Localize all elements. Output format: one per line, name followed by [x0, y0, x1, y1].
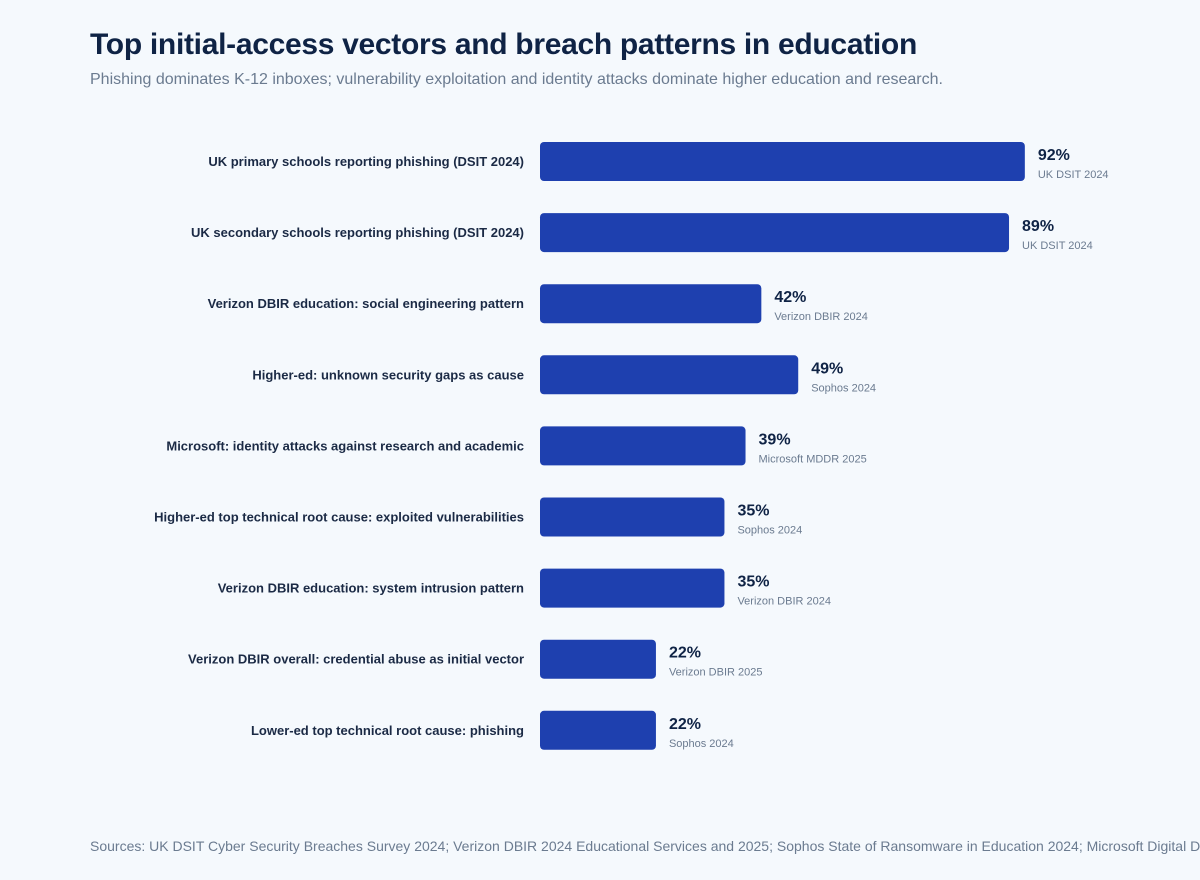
category-label: Verizon DBIR overall: credential abuse a…: [188, 652, 524, 667]
category-label: Higher-ed top technical root cause: expl…: [154, 510, 524, 525]
category-label: Lower-ed top technical root cause: phish…: [251, 723, 524, 738]
value-label: 35%: [737, 574, 769, 591]
source-label: Sophos 2024: [737, 525, 802, 537]
value-label: 42%: [774, 289, 806, 306]
source-label: Verizon DBIR 2025: [669, 667, 763, 679]
category-label: Higher-ed: unknown security gaps as caus…: [252, 367, 524, 382]
category-label: Verizon DBIR education: system intrusion…: [218, 581, 524, 596]
bar: [540, 568, 725, 608]
value-label: 22%: [669, 645, 701, 662]
bar: [540, 284, 762, 324]
bar: [540, 213, 1010, 253]
source-label: Sophos 2024: [669, 738, 734, 750]
source-label: Microsoft MDDR 2025: [759, 453, 867, 465]
source-label: Sophos 2024: [811, 382, 876, 394]
chart-subtitle: Phishing dominates K-12 inboxes; vulnera…: [90, 71, 943, 88]
bar: [540, 355, 799, 395]
bar: [540, 710, 656, 750]
category-label: UK primary schools reporting phishing (D…: [208, 154, 524, 169]
sources-footnote: Sources: UK DSIT Cyber Security Breaches…: [90, 838, 1200, 854]
source-label: Verizon DBIR 2024: [774, 311, 868, 323]
bar: [540, 426, 746, 466]
bar: [540, 639, 656, 679]
value-label: 92%: [1038, 147, 1070, 164]
value-label: 49%: [811, 360, 843, 377]
value-label: 35%: [737, 503, 769, 520]
bar: [540, 497, 725, 537]
value-label: 89%: [1022, 218, 1054, 235]
source-label: UK DSIT 2024: [1038, 169, 1109, 181]
value-label: 39%: [759, 431, 791, 448]
category-label: UK secondary schools reporting phishing …: [191, 225, 524, 240]
category-label: Microsoft: identity attacks against rese…: [166, 438, 524, 453]
chart-title: Top initial-access vectors and breach pa…: [90, 28, 917, 61]
bar-chart: UK primary schools reporting phishing (D…: [154, 142, 1109, 750]
category-label: Verizon DBIR education: social engineeri…: [208, 296, 524, 311]
bar: [540, 142, 1025, 181]
source-label: UK DSIT 2024: [1022, 240, 1093, 252]
value-label: 22%: [669, 716, 701, 733]
source-label: Verizon DBIR 2024: [737, 596, 831, 608]
